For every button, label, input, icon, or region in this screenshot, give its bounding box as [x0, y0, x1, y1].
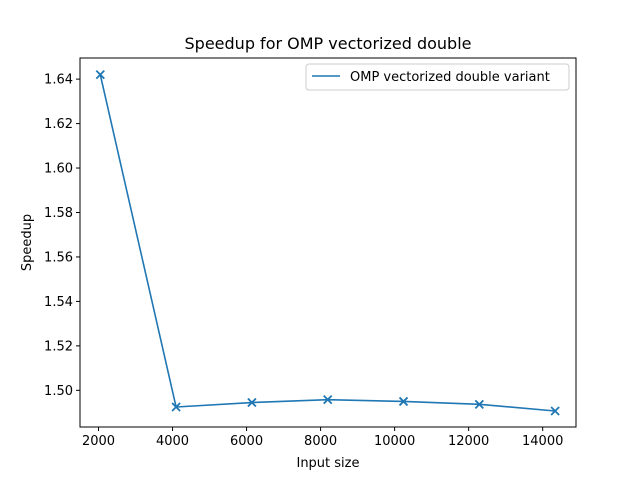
data-point-marker — [474, 399, 484, 409]
x-tick-label: 4000 — [156, 434, 189, 449]
y-tick-label: 1.58 — [44, 206, 73, 221]
plot-series — [95, 70, 560, 416]
x-tick-label: 2000 — [82, 434, 115, 449]
y-axis-label: Speedup — [20, 214, 35, 271]
x-axis-ticks: 2000 4000 6000 8000 10000 12000 14000 — [82, 427, 563, 449]
y-tick-label: 1.64 — [44, 73, 73, 88]
chart-title: Speedup for OMP vectorized double — [185, 34, 472, 53]
x-tick-label: 10000 — [374, 434, 415, 449]
y-tick-label: 1.54 — [44, 295, 73, 310]
legend: OMP vectorized double variant — [305, 63, 570, 91]
data-point-marker — [247, 397, 257, 408]
legend-label: OMP vectorized double variant — [350, 70, 550, 85]
x-axis-label: Input size — [296, 456, 359, 471]
y-tick-label: 1.60 — [44, 162, 73, 177]
y-tick-label: 1.50 — [44, 384, 73, 399]
plot-frame — [79, 57, 577, 428]
legend-box — [305, 63, 570, 91]
data-point-marker — [171, 402, 181, 412]
x-tick-label: 12000 — [448, 434, 489, 449]
y-tick-label: 1.52 — [44, 339, 73, 354]
y-tick-label: 1.56 — [44, 250, 73, 265]
data-point-marker — [550, 406, 560, 416]
x-tick-label: 6000 — [230, 434, 263, 449]
x-tick-label: 14000 — [522, 434, 563, 449]
data-point-marker — [323, 395, 333, 405]
y-axis-ticks: 1.50 1.52 1.54 1.56 1.58 1.60 1.62 1.64 — [44, 73, 80, 399]
data-point-marker — [95, 70, 105, 80]
data-point-marker — [398, 396, 409, 407]
y-tick-label: 1.62 — [44, 117, 73, 132]
x-tick-label: 8000 — [304, 434, 337, 449]
